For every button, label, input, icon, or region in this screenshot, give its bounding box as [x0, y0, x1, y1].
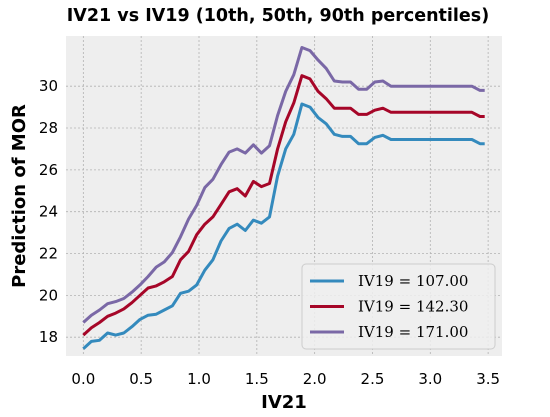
legend: IV19 = 107.00 IV19 = 142.30 IV19 = 171.00 [301, 263, 496, 350]
series-line-1 [82, 102, 485, 350]
grid [66, 36, 502, 356]
series-line-3 [82, 46, 485, 324]
y-tick-label: 26 [39, 161, 58, 179]
y-ticks: 18 20 22 24 26 28 30 [39, 77, 58, 346]
y-tick-label: 20 [39, 286, 58, 304]
y-tick-label: 30 [39, 77, 58, 95]
x-tick-label: 1.5 [245, 370, 269, 388]
y-axis-label: Prediction of MOR [9, 104, 30, 288]
legend-label: IV19 = 171.00 [358, 323, 468, 341]
legend-label: IV19 = 142.30 [358, 298, 468, 316]
y-tick-label: 24 [39, 203, 58, 221]
x-tick-label: 0.5 [129, 370, 153, 388]
x-tick-label: 3.0 [418, 370, 442, 388]
legend-box [301, 263, 496, 350]
y-tick-label: 18 [39, 328, 58, 346]
x-tick-label: 2.0 [303, 370, 327, 388]
x-tick-label: 0.0 [71, 370, 95, 388]
y-tick-label: 28 [39, 119, 58, 137]
series-group [82, 46, 485, 350]
x-tick-label: 3.5 [476, 370, 500, 388]
x-tick-label: 2.5 [361, 370, 385, 388]
x-tick-label: 1.0 [187, 370, 211, 388]
y-tick-label: 22 [39, 245, 58, 263]
legend-label: IV19 = 107.00 [358, 272, 468, 290]
series-line-2 [82, 74, 485, 337]
x-axis-label: IV21 [261, 392, 307, 413]
x-ticks: 0.0 0.5 1.0 1.5 2.0 2.5 3.0 3.5 [71, 370, 500, 388]
chart-title: IV21 vs IV19 (10th, 50th, 90th percentil… [67, 6, 489, 26]
